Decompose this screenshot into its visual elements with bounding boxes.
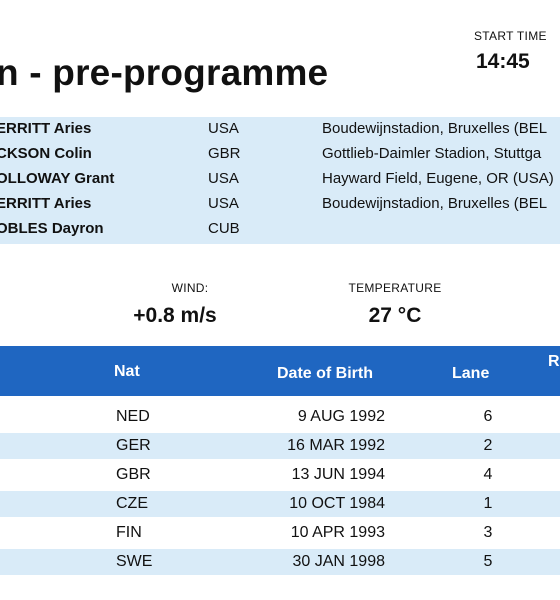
temperature-label: TEMPERATURE: [348, 281, 442, 295]
cell-nat: SWE: [116, 553, 153, 570]
table-row: NED 9 AUG 1992 6: [0, 404, 560, 430]
record-venue: Hayward Field, Eugene, OR (USA): [322, 170, 554, 187]
table-row: GBR 13 JUN 1994 4: [0, 462, 560, 488]
cell-lane: 1: [483, 495, 493, 512]
cell-lane: 3: [483, 524, 493, 541]
cell-dob: 10 OCT 1984: [289, 495, 385, 512]
cell-dob: 16 MAR 1992: [287, 437, 385, 454]
header-nat: Nat: [114, 363, 140, 380]
record-nat: GBR: [208, 145, 241, 162]
wind-value: +0.8 m/s: [133, 304, 217, 327]
table-row: GER 16 MAR 1992 2: [0, 433, 560, 459]
cell-lane: 5: [483, 553, 493, 570]
table-row: CZE 10 OCT 1984 1: [0, 491, 560, 517]
record-athlete: ERRITT Aries: [0, 120, 92, 137]
record-row: ERRITT Aries USA Boudewijnstadion, Bruxe…: [0, 192, 560, 217]
cell-dob: 13 JUN 1994: [291, 466, 385, 483]
cell-dob: 10 APR 1993: [290, 524, 385, 541]
cell-dob: 30 JAN 1998: [292, 553, 385, 570]
header-lane: Lane: [452, 365, 490, 382]
record-row: OBLES Dayron CUB: [0, 217, 560, 242]
record-nat: USA: [208, 195, 239, 212]
records-panel: ERRITT Aries USA Boudewijnstadion, Bruxe…: [0, 117, 560, 244]
table-header: Nat Date of Birth Lane R: [0, 346, 560, 396]
cell-nat: FIN: [116, 524, 142, 541]
cell-dob: 9 AUG 1992: [297, 408, 385, 425]
table-row: SWE 30 JAN 1998 5: [0, 549, 560, 575]
start-time-value: 14:45: [476, 50, 530, 73]
record-row: ERRITT Aries USA Boudewijnstadion, Bruxe…: [0, 117, 560, 142]
record-venue: Gottlieb-Daimler Stadion, Stuttga: [322, 145, 542, 162]
cell-nat: GBR: [116, 466, 151, 483]
record-nat: CUB: [208, 220, 240, 237]
wind-label: WIND:: [171, 281, 209, 295]
start-time-label: START TIME: [474, 29, 547, 43]
record-athlete: OBLES Dayron: [0, 220, 104, 237]
record-athlete: CKSON Colin: [0, 145, 92, 162]
temperature-value: 27 °C: [368, 304, 422, 327]
record-venue: Boudewijnstadion, Bruxelles (BEL: [322, 195, 548, 212]
record-athlete: ERRITT Aries: [0, 195, 92, 212]
record-row: OLLOWAY Grant USA Hayward Field, Eugene,…: [0, 167, 560, 192]
cell-nat: NED: [116, 408, 150, 425]
record-venue: Boudewijnstadion, Bruxelles (BEL: [322, 120, 548, 137]
cell-nat: CZE: [116, 495, 148, 512]
record-athlete: OLLOWAY Grant: [0, 170, 115, 187]
record-row: CKSON Colin GBR Gottlieb-Daimler Stadion…: [0, 142, 560, 167]
cell-lane: 6: [483, 408, 493, 425]
header-dob: Date of Birth: [277, 365, 373, 382]
cell-nat: GER: [116, 437, 151, 454]
page-title: n - pre-programme: [0, 52, 329, 93]
cell-lane: 2: [483, 437, 493, 454]
record-nat: USA: [208, 170, 239, 187]
table-row: FIN 10 APR 1993 3: [0, 520, 560, 546]
cell-lane: 4: [483, 466, 493, 483]
record-nat: USA: [208, 120, 239, 137]
header-extra: R: [548, 353, 560, 370]
